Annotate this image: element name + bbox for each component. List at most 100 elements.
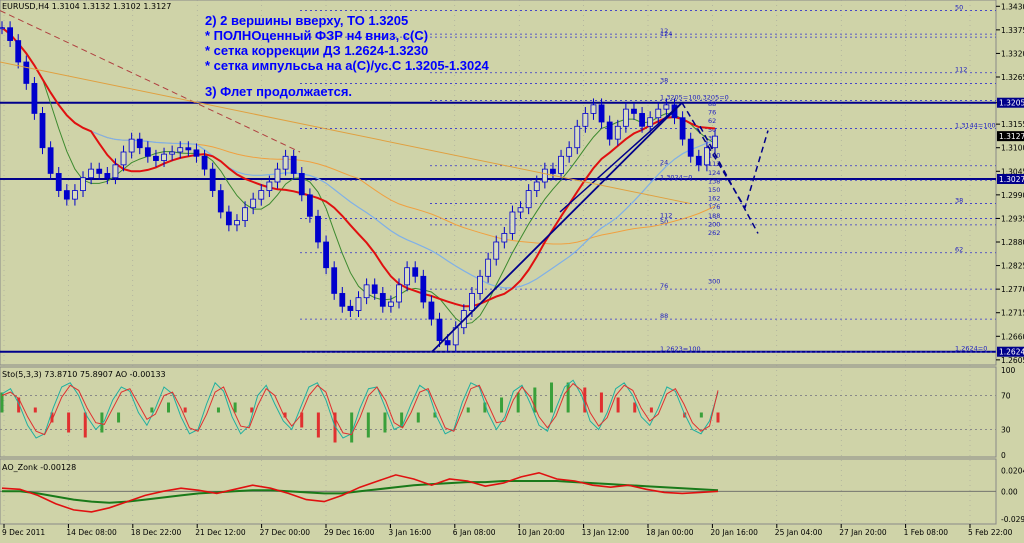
time-axis-label: 9 Dec 2011 xyxy=(2,528,45,537)
time-axis-label: 6 Jan 08:00 xyxy=(453,528,496,537)
resistance-dashed-line xyxy=(0,10,301,153)
candle-body xyxy=(533,181,540,191)
candle-body xyxy=(72,190,78,200)
time-axis-label: 21 Dec 12:00 xyxy=(195,528,246,537)
candle-body xyxy=(120,151,127,166)
candle-body xyxy=(161,153,167,161)
fib-level-label: 38 xyxy=(955,196,963,204)
candle-body xyxy=(420,275,427,303)
fib-impulse-label: 76 xyxy=(708,109,716,117)
price-axis-label: 1.3155 xyxy=(1001,120,1024,129)
fib-impulse-label: 112 xyxy=(708,160,720,168)
candle-body xyxy=(250,198,257,209)
candle-body xyxy=(331,267,338,294)
time-axis-label: 5 Feb 22:00 xyxy=(968,528,1013,537)
price-tag xyxy=(997,131,1024,142)
candle-body xyxy=(371,284,378,294)
zonk-axis-label: 0.00 xyxy=(1001,487,1018,496)
candle-body xyxy=(144,147,151,157)
fib-impulse-label: 176 xyxy=(708,203,720,211)
fib-level-label: 124 xyxy=(660,30,672,38)
zonk-axis-label: -0.02904 xyxy=(1001,515,1024,524)
candle-body xyxy=(55,173,62,191)
candle-body xyxy=(258,190,265,200)
candle-body xyxy=(201,155,208,170)
candle-body xyxy=(428,301,435,320)
candle-body xyxy=(574,125,581,149)
time-axis-label: 18 Jan 00:00 xyxy=(646,528,694,537)
candle-body xyxy=(388,301,394,307)
fib-impulse-label: 188 xyxy=(708,212,720,220)
candle-body xyxy=(177,147,184,153)
stoch-main-line xyxy=(1,379,719,439)
price-pane-frame[interactable] xyxy=(0,0,997,366)
fib-level-label: 38 xyxy=(660,76,668,84)
price-axis-label: 1.2990 xyxy=(1001,191,1024,200)
candle-body xyxy=(225,211,232,226)
candle-body xyxy=(112,164,119,179)
fib-level-label: 24 xyxy=(660,159,668,167)
candle-body xyxy=(647,117,654,127)
candle-body xyxy=(404,267,411,286)
candle-body xyxy=(444,340,451,346)
price-tag xyxy=(997,97,1024,108)
price-axis-label: 1.2825 xyxy=(1001,262,1024,271)
price-axis-label: 1.3100 xyxy=(1001,144,1024,153)
time-axis-label: 13 Jan 12:00 xyxy=(582,528,630,537)
candle-body xyxy=(347,305,354,311)
candle-body xyxy=(501,233,508,243)
candle-body xyxy=(128,138,135,153)
fib-level-label: 1.2624=0 xyxy=(955,345,987,353)
trendline-up-2[interactable] xyxy=(559,102,683,213)
fib-level-label: 112 xyxy=(660,211,672,219)
projection-path-2[interactable] xyxy=(699,125,759,234)
projection-path[interactable] xyxy=(681,102,769,210)
fib-level-label: 1.3024=0 xyxy=(660,173,692,181)
candle-body xyxy=(525,190,532,209)
fib-level-label: 1.3144=100 xyxy=(955,121,996,129)
price-tag-label: 1.3027 xyxy=(999,175,1024,184)
stoch-axis-label: 0 xyxy=(1001,451,1006,460)
time-axis-label: 29 Dec 16:00 xyxy=(324,528,375,537)
fib-level-label: 62 xyxy=(955,246,963,254)
candle-body xyxy=(485,258,492,277)
candle-body xyxy=(396,284,402,303)
stochastic-pane-frame[interactable] xyxy=(0,366,997,458)
candle-body xyxy=(363,284,370,299)
ma-red-line xyxy=(1,26,716,308)
candle-body xyxy=(136,138,143,149)
trendline-up[interactable] xyxy=(431,102,683,353)
candle-body xyxy=(477,275,483,294)
stochastic-header: Sto(5,3,3) 73.8710 75.8907 AO -0.00133 xyxy=(2,370,166,379)
candle-body xyxy=(153,155,159,161)
fib-impulse-label: 300 xyxy=(708,278,720,286)
annotation-line-1: 2) 2 вершины вверху, ТО 1.3205 xyxy=(205,13,409,28)
time-axis-label: 18 Dec 22:00 xyxy=(131,528,182,537)
fib-impulse-label: 50 xyxy=(708,126,716,134)
candle-body xyxy=(687,138,694,157)
candle-body xyxy=(298,173,305,196)
fib-impulse-label: 150 xyxy=(708,186,720,194)
fib-impulse-label: 200 xyxy=(708,220,720,228)
time-axis-label: 14 Dec 08:00 xyxy=(66,528,117,537)
candle-body xyxy=(15,40,22,63)
candle-body xyxy=(185,147,192,151)
fib-impulse-label: 262 xyxy=(708,229,720,237)
candle-body xyxy=(0,27,5,30)
annotation-line-3: * сетка коррекции ДЗ 1.2624-1.3230 xyxy=(205,43,429,58)
zonk-red-line xyxy=(1,471,719,513)
time-axis-label: 1 Feb 08:00 xyxy=(904,528,949,537)
candle-body xyxy=(306,194,313,217)
candle-body xyxy=(193,149,200,157)
candle-body xyxy=(469,293,475,311)
time-axis-label: 10 Jan 20:00 xyxy=(517,528,565,537)
candle-body xyxy=(315,215,321,243)
candle-body xyxy=(88,168,95,179)
zonk-axis-label: 0.02040 xyxy=(1001,466,1024,475)
fib-level-label: 1.3205=100.3205=0 xyxy=(660,94,729,102)
candle-body xyxy=(655,108,662,119)
zonk-green-line xyxy=(2,480,719,504)
fib-level-label: 1.2623=100 xyxy=(660,345,701,353)
fib-level-label: 50 xyxy=(955,4,963,12)
candle-body xyxy=(598,104,605,123)
